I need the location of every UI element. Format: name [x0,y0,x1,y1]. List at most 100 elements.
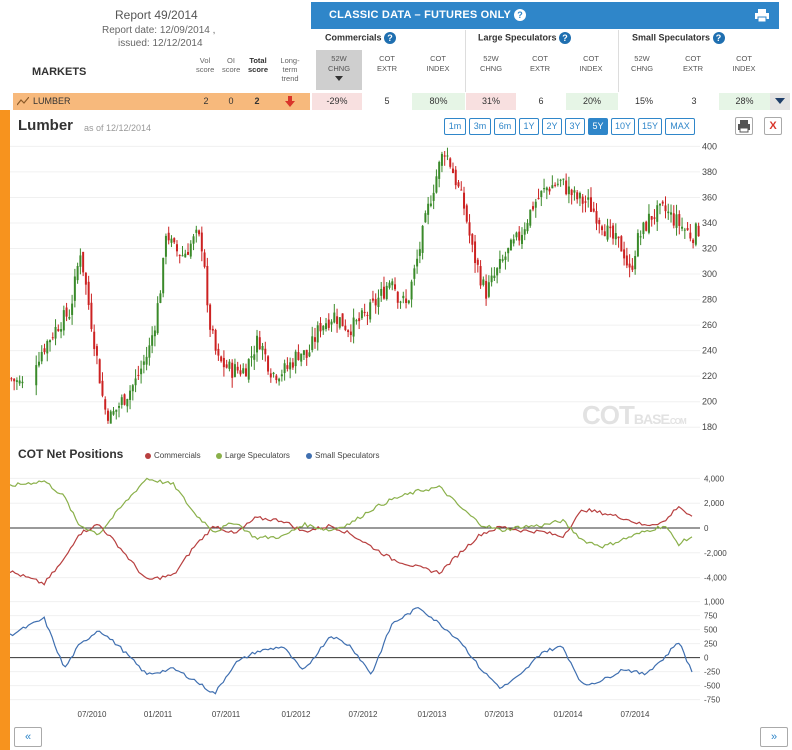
candle-body [496,268,499,276]
y-tick-label: 180 [702,422,717,432]
candle-body [322,325,325,331]
candle-body [363,311,366,314]
range-5y-button[interactable]: 5Y [588,118,608,135]
candle-body [54,326,57,339]
column-header-52w-chng[interactable]: 52W CHNG [468,54,514,74]
column-header-cot-extr[interactable]: COT EXTR [364,54,410,74]
range-2y-button[interactable]: 2Y [542,118,562,135]
col-label: 52W [331,54,347,63]
oi-score: 0 [228,96,234,106]
candle-body [501,259,504,261]
candle-body [518,231,521,241]
column-header-cot-index[interactable]: COT INDEX [721,54,767,74]
help-icon[interactable]: ? [559,32,572,44]
candle-body [537,198,540,200]
legend-label: Large Speculators [225,451,290,460]
vol-score-header: Vol score [196,56,215,74]
market-name: LUMBER [33,96,71,106]
collapse-button[interactable] [770,93,790,110]
candle-body [184,253,187,258]
range-3y-button[interactable]: 3Y [565,118,585,135]
report-block: Report 49/2014 Report date: 12/09/2014 ,… [0,0,310,92]
candle-body [98,359,101,384]
range-6m-button[interactable]: 6m [494,118,516,135]
candle-body [551,185,554,189]
candle-body [429,203,432,206]
candle-body [220,356,223,362]
candle-body [617,236,620,239]
prev-button[interactable]: « [14,727,42,747]
group-small-speculators: Small Speculators ? [632,32,725,48]
candle-body [214,330,217,351]
candle-body [385,285,388,300]
candle-body [13,378,16,382]
candle-body [606,225,609,240]
candle-body [90,302,93,330]
next-button[interactable]: » [760,727,788,747]
candle-body [556,183,559,185]
total-score: 2 [254,96,260,106]
help-icon[interactable]: ? [384,32,397,44]
watermark-b: BASE [633,411,670,427]
cell-comm-index: 80% [412,93,465,110]
candle-body [360,310,363,319]
y-tick-label: 400 [702,141,717,151]
candle-body [40,352,43,362]
range-1y-button[interactable]: 1Y [519,118,539,135]
col-label: COT [430,54,446,63]
x-tick-label: 07/2010 [78,710,107,719]
range-3m-button[interactable]: 3m [469,118,491,135]
y-tick-label: 320 [702,244,717,254]
y-tick-label: 280 [702,295,717,305]
cell-large-index: 20% [566,93,618,110]
candle-body [526,222,529,232]
series-large-speculators-line [10,477,693,549]
cell-comm-extr: 5 [362,93,412,110]
watermark: COTBASE.COM [582,400,687,431]
cell-comm-52w: -29% [312,93,362,110]
vol-score: 2 [203,96,209,106]
column-header-52w-chng[interactable]: 52W CHNG [619,54,665,74]
column-header-cot-extr[interactable]: COT EXTR [517,54,563,74]
y-tick-label: 200 [702,397,717,407]
column-header-cot-index[interactable]: COT INDEX [568,54,614,74]
candle-body [283,363,286,374]
candle-body [297,352,300,360]
help-icon[interactable]: ? [514,9,527,22]
range-10y-button[interactable]: 10Y [611,118,635,135]
range-max-button[interactable]: MAX [665,118,695,135]
report-date: Report date: 12/09/2014 , [102,25,216,36]
candle-body [140,368,143,375]
col-label: 52W [483,54,499,63]
classic-title: CLASSIC DATA – FUTURES ONLY ? [329,9,527,22]
candle-body [319,323,322,332]
legend-dot [306,452,312,459]
candle-body [49,340,52,343]
candle-body [233,364,236,377]
column-header-52w-chng[interactable]: 52W CHNG [316,50,362,90]
y-tick-label: 750 [704,612,718,621]
market-row-lumber[interactable]: LUMBER 2 0 2 [13,93,310,110]
col-label: COT [685,54,701,63]
candle-body [347,330,350,333]
cell-small-extr: 3 [669,93,719,110]
candle-body [115,409,118,412]
candle-body [181,255,184,257]
close-chart-button[interactable]: X [764,117,782,135]
range-1m-button[interactable]: 1m [444,118,466,135]
candle-body [490,275,493,283]
print-chart-button[interactable] [735,117,753,135]
col-label: INDEX [732,64,756,73]
print-icon[interactable] [755,9,769,27]
candle-body [620,236,623,252]
column-header-cot-extr[interactable]: COT EXTR [670,54,716,74]
column-header-cot-index[interactable]: COT INDEX [415,54,461,74]
candle-body [670,212,673,215]
candle-body [352,317,355,337]
candle-body [178,254,181,256]
range-15y-button[interactable]: 15Y [638,118,662,135]
candle-body [438,162,441,179]
help-icon[interactable]: ? [712,32,725,44]
candle-body [225,364,228,368]
candle-body [76,265,79,281]
